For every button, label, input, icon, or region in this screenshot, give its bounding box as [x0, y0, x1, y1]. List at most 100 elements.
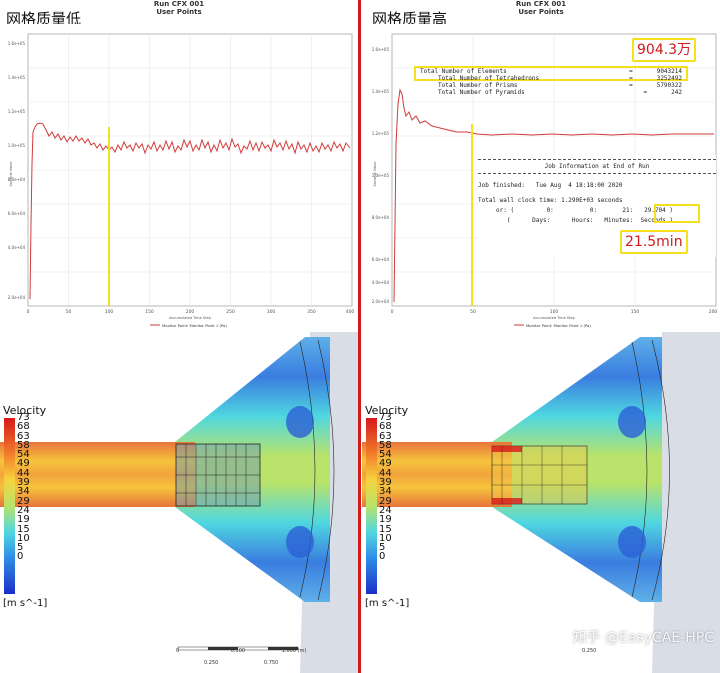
y-tick: 6.0e+04 [8, 211, 26, 216]
colorbar-tick: 54 [17, 449, 30, 461]
monitor-chart: 1.6e+05 1.4e+05 1.2e+05 1.0e+05 8.0e+04 … [0, 24, 358, 332]
chart-subtitle: User Points [518, 8, 564, 16]
colorbar-tick: 68 [17, 421, 30, 433]
velocity-contour-high [362, 332, 720, 673]
x-tick: 200 [709, 309, 718, 315]
time-highlight-box [654, 204, 700, 223]
colorbar-tick: 10 [17, 532, 30, 544]
y-axis-label: Variable Value [9, 162, 13, 187]
velocity-colorbar [4, 418, 15, 594]
mesh-info-label: Total Number of Elements [420, 68, 507, 75]
scale-bar-labels-lower: 0.250 0.750 [204, 660, 324, 666]
right-panel-high-quality: Run CFX 001 User Points 网格质量高 1.6e+05 1.… [362, 0, 720, 673]
y-tick: 4.0e+04 [372, 280, 390, 285]
x-tick: 300 [267, 309, 276, 315]
panel-divider [358, 0, 361, 673]
wall-clock-line: Total wall clock time: 1.290E+03 seconds [478, 197, 623, 204]
mesh-quality-label: 网格质量高 [372, 10, 448, 28]
velocity-colorbar [366, 418, 377, 594]
x-tick: 0 [391, 309, 394, 315]
legend-title: Velocity [365, 404, 409, 417]
colorbar-tick: 63 [17, 430, 30, 442]
y-tick: 4.0e+04 [8, 245, 26, 250]
mesh-info-label: Total Number of Tetrahedrons [438, 75, 540, 82]
x-tick: 250 [226, 309, 235, 315]
colorbar-tick: 49 [17, 458, 30, 470]
colorbar-tick: 24 [379, 504, 392, 516]
y-tick: 1.0e+05 [8, 143, 26, 148]
chart-legend: Monitor Point: Monitor Point 1 (Pa) [162, 323, 227, 328]
chart-subtitle: User Points [156, 8, 202, 16]
x-tick: 50 [470, 309, 476, 315]
colorbar-tick: 15 [379, 523, 392, 535]
x-tick: 150 [145, 309, 154, 315]
watermark: 知乎 @EasyCAE-HPC [572, 630, 714, 646]
x-axis-label: Accumulated Time Step [533, 316, 575, 320]
colorbar-tick: 73 [17, 412, 30, 423]
colorbar-tick: 34 [17, 486, 30, 498]
colorbar-ticks: 73 68 63 58 54 49 44 39 34 29 24 19 15 1… [17, 412, 57, 562]
mesh-info-value: 9043214 [656, 68, 682, 75]
scale-tick: 0.250 [204, 660, 219, 666]
scale-tick: 0.250 [582, 648, 597, 654]
y-tick: 8.0e+04 [372, 215, 390, 220]
elements-highlight-box [414, 66, 688, 81]
scale-bar-labels: 0 0.500 1.000 (m) [176, 648, 316, 654]
colorbar-tick: 44 [379, 467, 392, 479]
y-axis-label: Variable Value [373, 162, 377, 187]
colorbar-tick: 39 [379, 477, 392, 489]
colorbar-tick: 24 [17, 504, 30, 516]
chart-title: Run CFX 001 [515, 0, 567, 8]
mesh-info: Total Number of Elements = 9043214 Total … [420, 68, 682, 96]
colorbar-tick: 10 [379, 532, 392, 544]
mesh-info-value: 5790322 [656, 82, 682, 89]
colorbar-tick: 5 [17, 542, 24, 554]
scale-tick: 0 [176, 648, 180, 654]
x-tick: 400 [346, 309, 355, 315]
y-tick: 1.2e+05 [372, 131, 390, 136]
mesh-quality-label: 网格质量低 [6, 10, 82, 28]
x-tick: 150 [631, 309, 640, 315]
colorbar-tick: 5 [379, 542, 386, 554]
x-axis-label: Accumulated Time Step [169, 316, 211, 320]
colorbar-tick: 15 [17, 523, 30, 535]
scale-tick: 0.750 [263, 660, 279, 666]
mesh-info-label: Total Number of Prisms [438, 82, 518, 89]
colorbar-tick: 29 [17, 495, 30, 507]
y-tick: 1.6e+05 [372, 47, 390, 52]
colorbar-tick: 0 [379, 551, 386, 563]
monitor-curve [29, 122, 351, 300]
x-tick: 100 [105, 309, 114, 315]
y-tick: 2.0e+04 [372, 299, 390, 304]
mesh-info-value: 3252492 [656, 75, 682, 82]
colorbar-tick: 49 [379, 458, 392, 470]
y-tick: 1.0e+05 [372, 173, 390, 178]
colorbar-tick: 63 [379, 430, 392, 442]
y-tick: 1.2e+05 [8, 109, 26, 114]
y-tick: 2.0e+04 [8, 295, 26, 300]
chart-legend: Monitor Point: Monitor Point 1 (Pa) [526, 323, 591, 328]
colorbar-tick: 19 [17, 514, 30, 526]
colorbar-tick: 39 [17, 477, 30, 489]
legend-title: Velocity [3, 404, 47, 417]
x-tick: 200 [186, 309, 195, 315]
elements-count-badge: 904.3万 [632, 38, 697, 62]
mesh-info-value: 242 [671, 89, 682, 96]
colorbar-ticks: 73 68 63 58 54 49 44 39 34 29 24 19 15 1… [379, 412, 419, 563]
y-tick: 1.4e+05 [372, 89, 390, 94]
colorbar-tick: 68 [379, 421, 392, 433]
colorbar-tick: 58 [379, 439, 392, 451]
y-tick: 8.0e+04 [8, 177, 26, 182]
scale-tick: 1.000 (m) [281, 648, 307, 654]
run-time-badge: 21.5min [620, 230, 688, 254]
colorbar-tick: 73 [379, 412, 392, 423]
colorbar-tick: 29 [379, 495, 392, 507]
job-info-header: Job Information at End of Run [478, 159, 716, 174]
left-panel-low-quality: Run CFX 001 User Points 网格质量低 1.6e+05 1.… [0, 0, 358, 673]
colorbar-tick: 34 [379, 486, 392, 498]
colorbar-tick: 54 [379, 449, 392, 461]
colorbar-tick: 19 [379, 514, 392, 526]
x-tick: 50 [66, 309, 72, 315]
scale-tick: 0.500 [230, 648, 246, 654]
x-tick: 350 [307, 309, 316, 315]
